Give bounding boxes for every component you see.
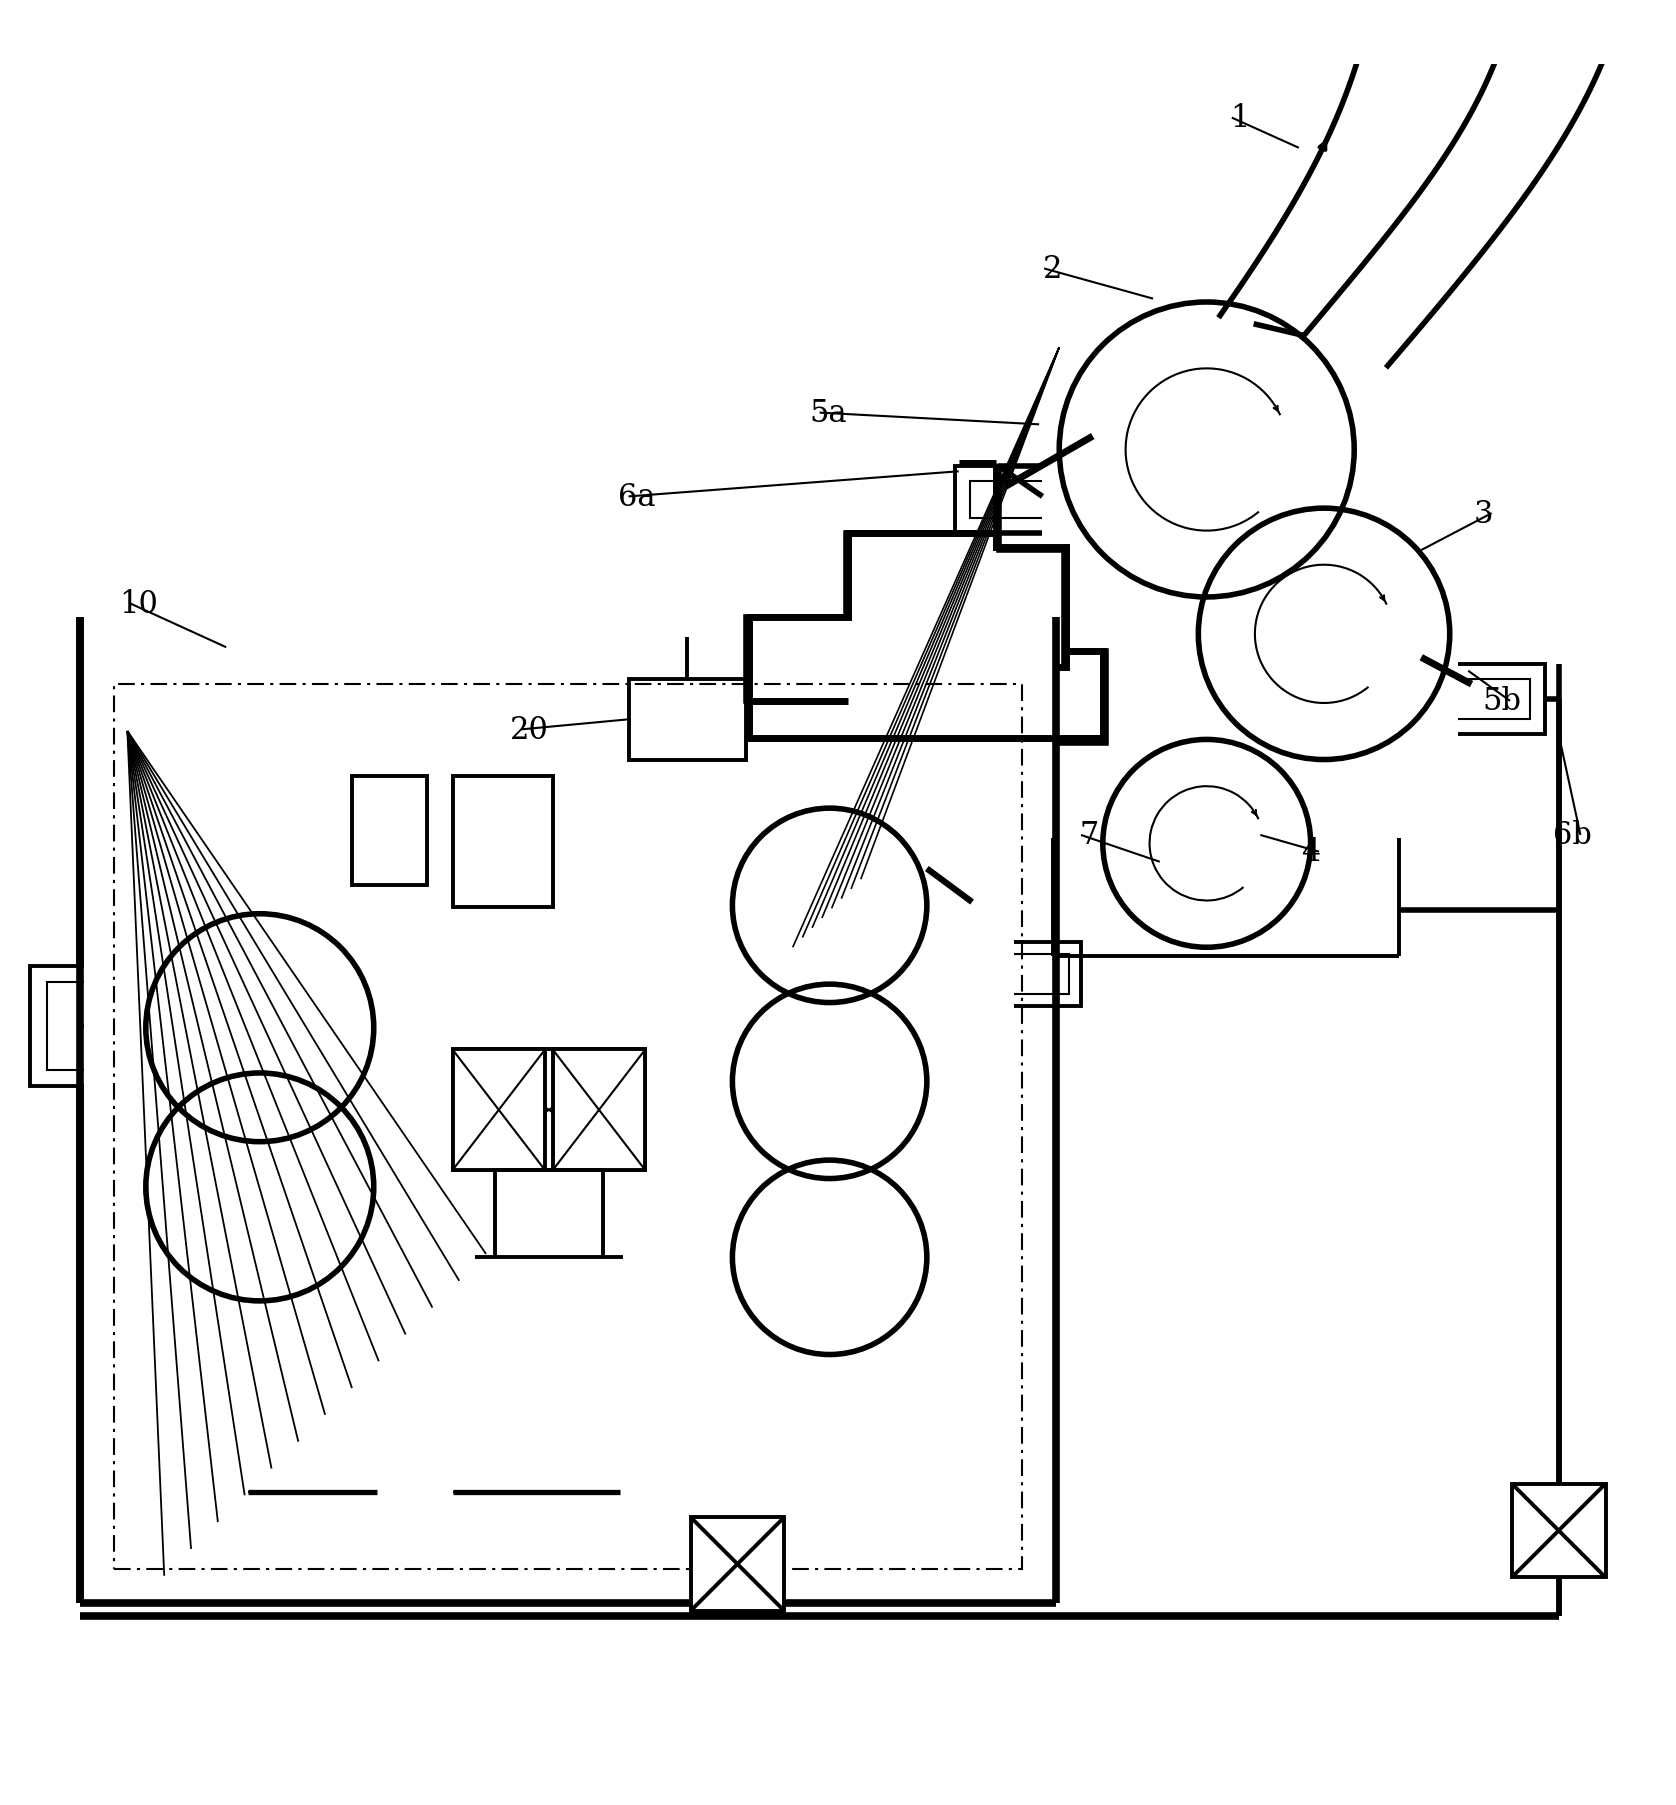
Bar bbox=[691, 1518, 784, 1612]
Text: 2: 2 bbox=[1042, 255, 1063, 285]
Bar bbox=[628, 680, 746, 760]
Text: 10: 10 bbox=[119, 588, 159, 619]
Text: 6a: 6a bbox=[618, 482, 655, 513]
Text: 1: 1 bbox=[1230, 103, 1250, 134]
Bar bbox=[453, 1051, 545, 1170]
Text: 5b: 5b bbox=[1482, 686, 1522, 717]
Text: 20: 20 bbox=[510, 715, 550, 745]
Bar bbox=[453, 776, 553, 908]
Bar bbox=[114, 684, 1022, 1569]
Bar bbox=[553, 1051, 645, 1170]
Text: 6b: 6b bbox=[1552, 819, 1592, 850]
Bar bbox=[1512, 1484, 1606, 1578]
Text: 3: 3 bbox=[1473, 498, 1493, 529]
Text: 5a: 5a bbox=[810, 397, 846, 430]
Bar bbox=[453, 1051, 645, 1170]
Text: 4: 4 bbox=[1301, 838, 1321, 868]
Bar bbox=[352, 776, 427, 886]
Text: 7: 7 bbox=[1079, 819, 1099, 850]
